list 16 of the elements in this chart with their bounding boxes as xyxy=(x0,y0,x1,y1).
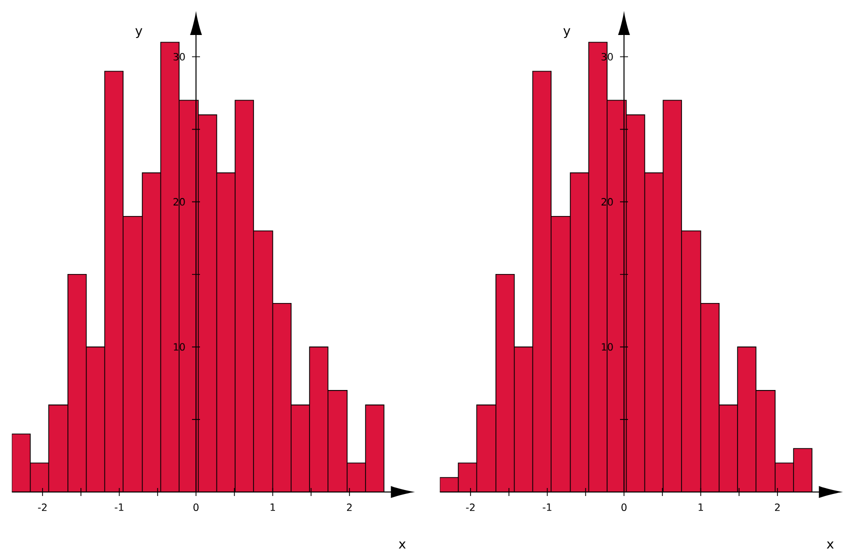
x-tick-label: 0 xyxy=(621,504,627,512)
y-tick-label: 30 xyxy=(602,52,613,61)
x-tick-label: -1 xyxy=(114,504,124,511)
x-tick-label: 1 xyxy=(270,504,275,511)
x-tick-label: 0 xyxy=(193,504,199,512)
x-tick-label: 2 xyxy=(775,504,780,511)
y-tick-label: 30 xyxy=(174,52,185,61)
x-tick-label: 2 xyxy=(347,504,352,511)
y-axis-title: y xyxy=(135,28,142,38)
x-tick-label: 1 xyxy=(698,504,703,511)
x-axis-title: x xyxy=(398,541,406,549)
x-tick-label: -1 xyxy=(542,504,552,511)
y-axis-title: y xyxy=(563,28,570,38)
x-tick-label: -2 xyxy=(38,504,47,511)
x-axis-title: x xyxy=(826,541,834,549)
x-tick-label: -2 xyxy=(466,504,475,511)
